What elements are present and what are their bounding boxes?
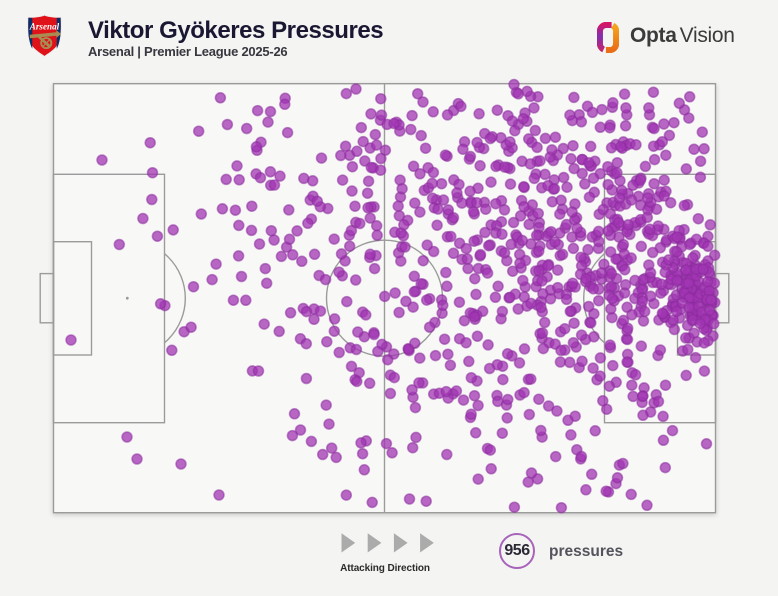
svg-text:Arsenal: Arsenal	[29, 21, 60, 32]
